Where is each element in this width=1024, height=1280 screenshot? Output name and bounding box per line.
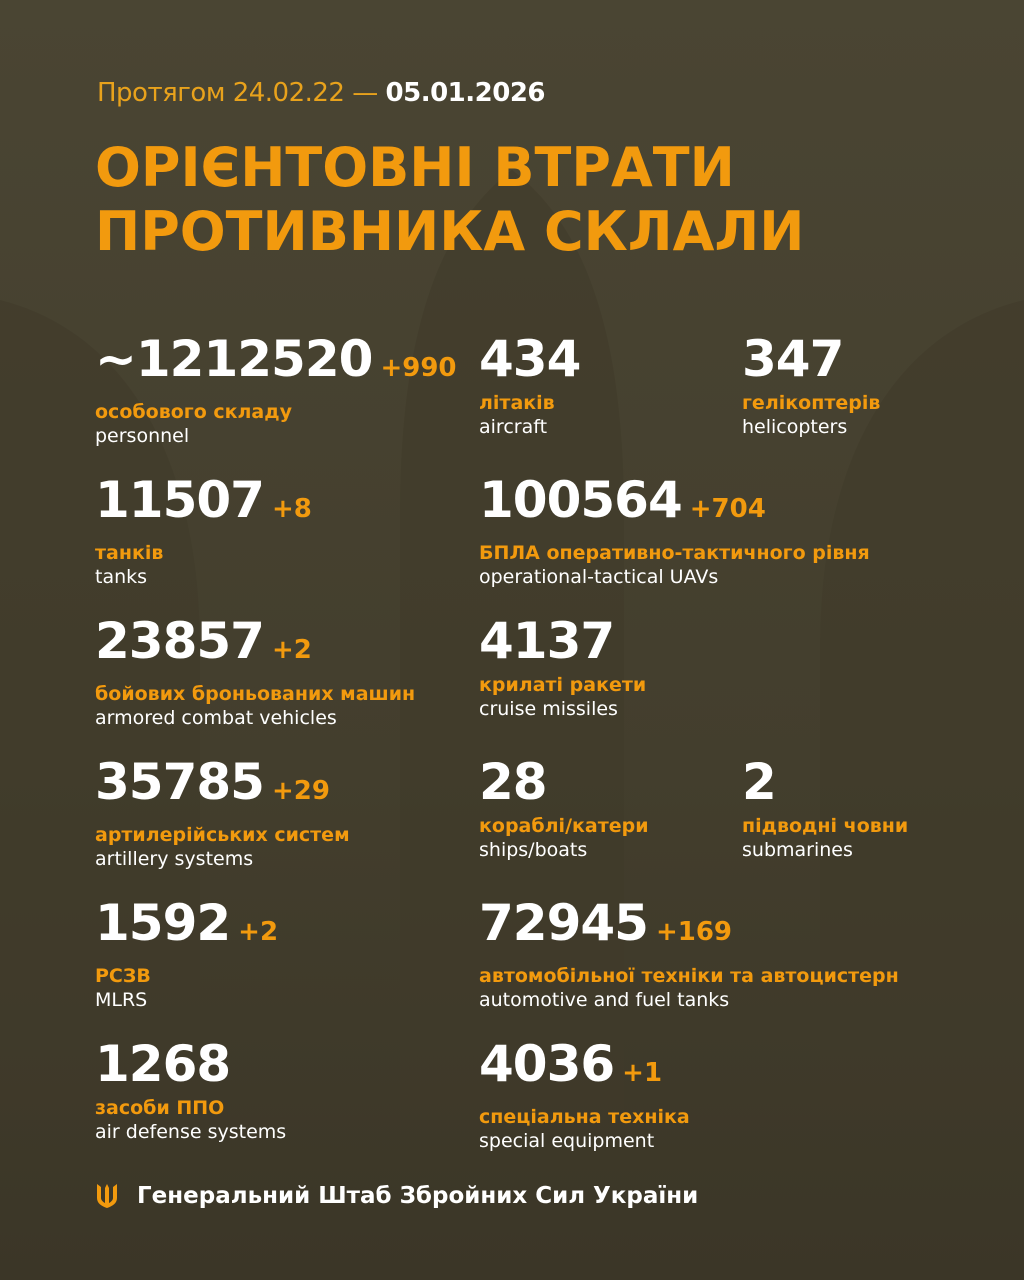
stat-artillery-systems: 35785 +29 артилерійських систем artillery s…: [95, 755, 350, 870]
stat-delta: +704: [689, 494, 766, 524]
stat-label-ua: підводні човни: [742, 815, 909, 837]
stat-label-ua: засоби ППО: [95, 1097, 225, 1119]
stat-special-equipment: 4036 +1 спеціальна техніка special equipmen…: [479, 1037, 690, 1152]
stat-label-en: ships/boats: [479, 839, 588, 861]
stat-label-ua: БПЛА оперативно-тактичного рівня: [479, 542, 870, 564]
stat-label-ua: кораблі/катери: [479, 815, 649, 837]
stat-value: 28: [479, 753, 548, 811]
stat-label-en: automotive and fuel tanks: [479, 989, 730, 1011]
stat-value: 100564 +704: [479, 471, 766, 529]
stat-label-en: tanks: [95, 566, 148, 588]
stat-value: 1268: [95, 1035, 231, 1093]
stat-helicopters: 347 гелікоптерів helicopters: [742, 332, 880, 438]
stat-cruise-missiles: 4137 крилаті ракети cruise missiles: [479, 614, 646, 720]
stat-label-en: air defense systems: [95, 1121, 287, 1143]
stat-delta: +1: [622, 1058, 663, 1088]
stat-tanks: 11507 +8 танків tanks: [95, 473, 312, 588]
stat-label-en: operational-tactical UAVs: [479, 566, 719, 588]
stat-label-ua: крилаті ракети: [479, 674, 647, 696]
stat-label-ua: літаків: [479, 392, 555, 414]
stat-label-ua: танків: [95, 542, 164, 564]
stat-label-en: personnel: [95, 425, 190, 447]
stat-value: 1592 +2: [95, 894, 279, 952]
stat-automotive-and-fuel-tanks: 72945 +169 автомобільної техніки та автоци…: [479, 896, 899, 1011]
footer: Генеральний Штаб Збройних Сил України: [95, 1182, 698, 1210]
stat-value: 347: [742, 330, 844, 388]
stat-value: 11507 +8: [95, 471, 312, 529]
stat-label-ua: спеціальна техніка: [479, 1106, 690, 1128]
stat-aircraft: 434 літаків aircraft: [479, 330, 581, 438]
stat-mlrs: 1592 +2 РСЗВ MLRS: [95, 896, 278, 1011]
stat-label-en: armored combat vehicles: [95, 707, 337, 729]
stat-delta: +990: [380, 353, 457, 383]
stat-label-en: cruise missiles: [479, 698, 618, 720]
stat-value: 72945 +169: [479, 894, 733, 952]
stat-ships-boats: 28 кораблі/катери ships/boats: [479, 755, 649, 861]
stat-label-ua: особового складу: [95, 401, 292, 423]
stat-armored-combat-vehicles: 23857 +2 бойових броньованих машин armored …: [95, 614, 415, 729]
stat-label-en: artillery systems: [95, 848, 254, 870]
stat-delta: +2: [271, 635, 312, 665]
stat-value: 4137: [479, 612, 615, 670]
stat-label-ua: гелікоптерів: [742, 392, 881, 414]
stat-delta: +169: [655, 917, 733, 947]
stat-operational-tactical-uavs: 100564 +704 БПЛА оперативно-тактичного рів…: [479, 473, 870, 588]
stat-label-ua: бойових броньованих машин: [95, 683, 416, 705]
trident-icon: [97, 1184, 117, 1208]
stat-label-en: helicopters: [742, 416, 848, 438]
stat-label-en: MLRS: [95, 989, 148, 1011]
stat-value: 434: [479, 330, 581, 388]
stat-delta: +8: [271, 494, 312, 524]
stat-delta: +2: [238, 917, 279, 947]
stat-value: ~1212520 +990: [95, 330, 457, 388]
stat-label-ua: РСЗВ: [95, 965, 151, 987]
page-title: ОРІЄНТОВНІ ВТРАТИ ПРОТИВНИКА СКЛАЛИ: [95, 136, 805, 263]
stat-air-defense-systems: 1268 засоби ППО air defense systems: [95, 1037, 286, 1143]
stat-value: 2: [742, 753, 777, 811]
stat-personnel: ~1212520 +990 особового складу personnel: [95, 332, 457, 447]
stat-delta: +29: [271, 776, 330, 806]
footer-text: Генеральний Штаб Збройних Сил України: [137, 1183, 699, 1209]
stat-label-ua: автомобільної техніки та автоцистерн: [479, 965, 899, 987]
stat-label-en: submarines: [742, 839, 853, 861]
stat-value: 4036 +1: [479, 1035, 663, 1093]
stat-label-en: aircraft: [479, 416, 548, 438]
stat-submarines: 2 підводні човни submarines: [742, 755, 908, 861]
stat-value: 35785 +29: [95, 753, 330, 811]
period-subtitle: Протягом 24.02.22 — 05.01.2026: [97, 78, 546, 108]
stat-value: 23857 +2: [95, 612, 312, 670]
stat-label-en: special equipment: [479, 1130, 655, 1152]
stat-label-ua: артилерійських систем: [95, 824, 350, 846]
